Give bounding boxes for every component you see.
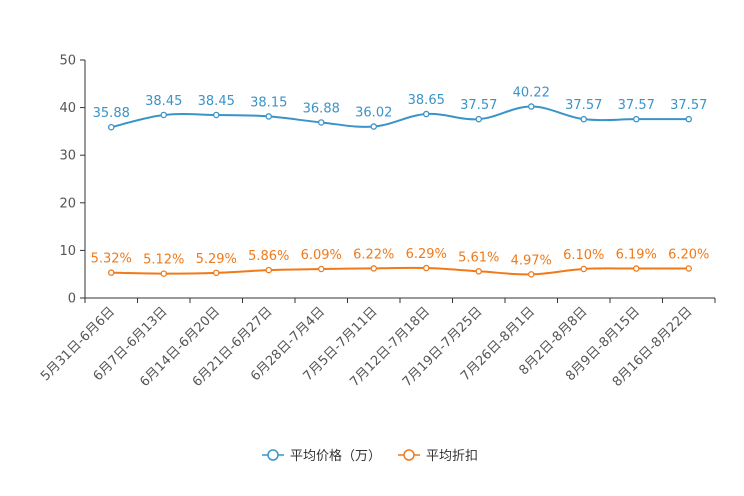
data-label: 5.12% (143, 253, 184, 268)
data-point[interactable] (580, 265, 588, 273)
y-tick-label: 30 (59, 149, 76, 164)
data-label: 5.32% (91, 252, 132, 267)
data-label: 37.57 (565, 98, 602, 113)
y-tick-label: 20 (59, 196, 76, 211)
data-point[interactable] (317, 119, 325, 126)
series-layer: 35.88 38.45 38.45 38.15 36.88 36.02 38.65 37.57… (91, 86, 709, 278)
data-point[interactable] (212, 111, 220, 119)
data-label: 37.57 (460, 98, 497, 113)
data-label: 5.29% (196, 252, 237, 267)
y-tick-label: 0 (68, 292, 76, 307)
legend-label: 平均价格（万） (290, 448, 381, 464)
data-label: 6.29% (406, 247, 447, 262)
series-0: 35.88 38.45 38.45 38.15 36.88 36.02 38.65 37.57… (93, 86, 707, 131)
y-tick-label: 50 (59, 54, 76, 69)
data-label: 5.61% (458, 250, 499, 265)
data-label: 40.22 (513, 86, 550, 101)
data-point[interactable] (580, 115, 588, 123)
data-point[interactable] (160, 270, 167, 277)
data-label: 37.57 (618, 98, 655, 113)
legend-item-0[interactable]: 平均价格（万） (262, 448, 381, 464)
y-tick-label: 10 (59, 244, 76, 259)
data-label: 4.97% (511, 253, 552, 268)
data-point[interactable] (265, 266, 272, 274)
data-point[interactable] (160, 111, 167, 119)
data-point[interactable] (685, 265, 693, 272)
data-point[interactable] (685, 115, 693, 123)
data-point[interactable] (633, 115, 640, 123)
data-point[interactable] (370, 265, 377, 272)
data-label: 36.88 (303, 101, 340, 116)
data-label: 6.20% (668, 247, 709, 262)
series-line (111, 105, 689, 129)
data-point[interactable] (475, 115, 482, 123)
data-point[interactable] (475, 268, 482, 275)
data-label: 38.65 (408, 93, 445, 108)
data-point[interactable] (317, 265, 325, 273)
data-label: 38.45 (198, 94, 235, 109)
legend[interactable]: 平均价格（万） 平均折扣 (262, 448, 478, 464)
data-point[interactable] (422, 264, 430, 272)
data-label: 6.19% (616, 248, 657, 263)
data-label: 35.88 (93, 106, 130, 121)
data-label: 37.57 (670, 98, 707, 113)
legend-marker-icon (267, 449, 279, 461)
legend-label: 平均折扣 (426, 449, 478, 464)
data-point[interactable] (108, 269, 115, 276)
data-label: 38.45 (145, 94, 182, 109)
data-label: 6.10% (563, 248, 604, 263)
data-point[interactable] (528, 271, 535, 278)
data-point[interactable] (265, 113, 272, 120)
data-label: 5.86% (248, 249, 289, 264)
data-point[interactable] (633, 265, 640, 272)
data-label: 6.22% (353, 247, 394, 262)
data-label: 36.02 (355, 106, 392, 121)
y-tick-label: 40 (59, 101, 76, 116)
data-point[interactable] (528, 103, 535, 110)
legend-marker-icon (403, 449, 415, 461)
data-point[interactable] (422, 110, 430, 118)
data-point[interactable] (370, 123, 377, 130)
legend-item-1[interactable]: 平均折扣 (398, 449, 478, 464)
axes: 010203040505月31日-6月6日6月7日-6月13日6月14日-6月2… (38, 54, 716, 390)
data-point[interactable] (212, 269, 220, 277)
series-line (111, 266, 689, 276)
series-1: 5.32% 5.12% 5.29% 5.86% 6.09% 6.22% 6.29% 5.61%… (91, 247, 709, 278)
data-label: 38.15 (250, 95, 287, 110)
data-point[interactable] (108, 123, 115, 131)
data-label: 6.09% (301, 248, 342, 263)
